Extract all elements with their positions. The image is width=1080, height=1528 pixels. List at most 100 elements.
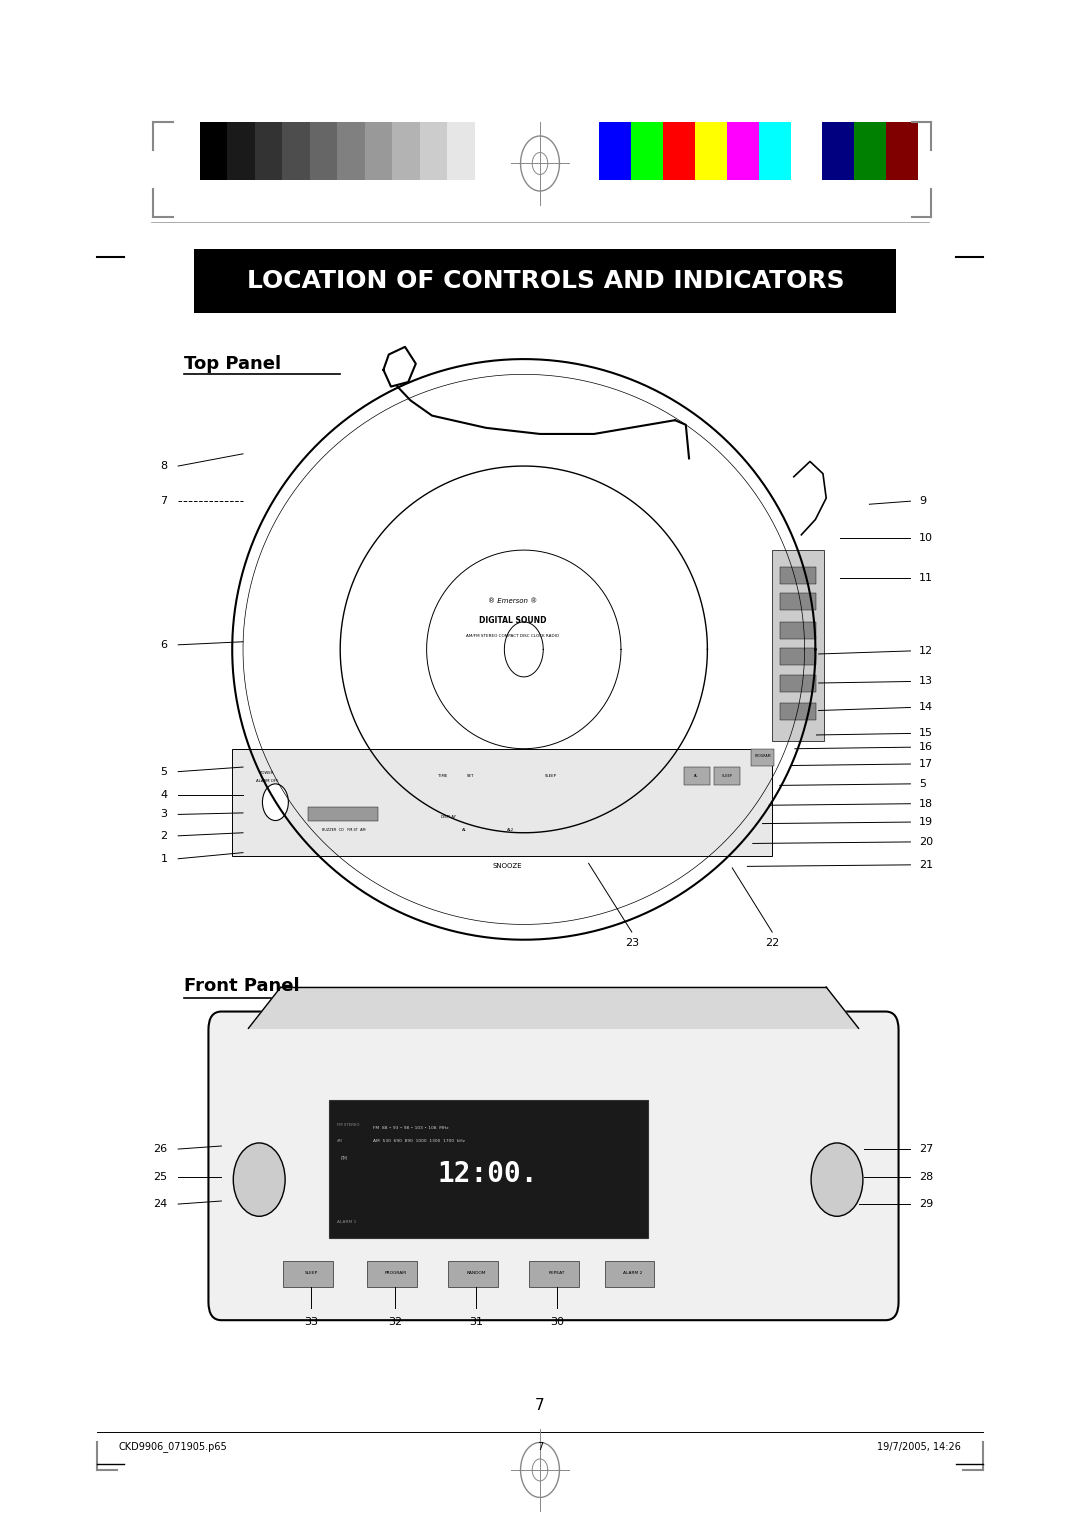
Text: 12:00.: 12:00.: [437, 1160, 539, 1187]
Bar: [727, 122, 759, 180]
Text: SNOOZE: SNOOZE: [492, 863, 523, 869]
Text: 19/7/2005, 14:26: 19/7/2005, 14:26: [877, 1442, 961, 1452]
Text: ALARM OFF: ALARM OFF: [256, 779, 278, 782]
Bar: [367, 1261, 417, 1287]
Text: 12: 12: [919, 646, 933, 656]
Bar: [791, 122, 823, 180]
Bar: [392, 122, 420, 180]
Text: 6: 6: [161, 640, 167, 649]
Bar: [283, 1261, 333, 1287]
Text: FM  88 • 93 • 98 • 103 • 108  MHz: FM 88 • 93 • 98 • 103 • 108 MHz: [373, 1126, 448, 1129]
Text: 2: 2: [160, 831, 167, 840]
Bar: [329, 1100, 648, 1238]
Text: REPEAT: REPEAT: [549, 1271, 566, 1274]
Text: PROGRAM: PROGRAM: [754, 755, 771, 758]
Text: AL2: AL2: [508, 828, 514, 831]
FancyBboxPatch shape: [208, 1012, 899, 1320]
Bar: [854, 122, 887, 180]
Text: 14: 14: [919, 703, 933, 712]
Text: 10: 10: [919, 533, 933, 542]
Text: 28: 28: [919, 1172, 933, 1181]
Text: 5: 5: [161, 767, 167, 776]
Text: ALARM 2: ALARM 2: [623, 1271, 643, 1274]
Bar: [227, 122, 255, 180]
Text: AL: AL: [694, 775, 699, 778]
Text: 8: 8: [160, 461, 167, 471]
Bar: [200, 122, 227, 180]
Circle shape: [233, 1143, 285, 1216]
Bar: [420, 122, 447, 180]
Text: 20: 20: [919, 837, 933, 847]
Bar: [310, 122, 337, 180]
Text: 15: 15: [919, 729, 933, 738]
Bar: [232, 749, 772, 856]
Text: 25: 25: [153, 1172, 167, 1181]
Text: 9: 9: [919, 497, 927, 506]
Text: 26: 26: [153, 1144, 167, 1154]
Bar: [255, 122, 282, 180]
Text: 24: 24: [153, 1199, 167, 1209]
Bar: [684, 767, 710, 785]
Text: ALARM 1: ALARM 1: [337, 1221, 356, 1224]
Bar: [772, 550, 824, 741]
Text: 30: 30: [551, 1317, 564, 1328]
Text: AL: AL: [462, 828, 467, 831]
Text: 33: 33: [305, 1317, 318, 1328]
Text: 1: 1: [161, 854, 167, 863]
Text: 17: 17: [919, 759, 933, 769]
Bar: [780, 567, 816, 584]
Bar: [282, 122, 310, 180]
Text: LOCATION OF CONTROLS AND INDICATORS: LOCATION OF CONTROLS AND INDICATORS: [246, 269, 845, 293]
Bar: [663, 122, 696, 180]
Text: RANDOM: RANDOM: [467, 1271, 486, 1274]
Text: 3: 3: [161, 810, 167, 819]
Circle shape: [811, 1143, 863, 1216]
Text: PROGRAM: PROGRAM: [384, 1271, 406, 1274]
Circle shape: [262, 784, 288, 821]
Text: 11: 11: [919, 573, 933, 582]
Text: AM: AM: [337, 1140, 343, 1143]
Bar: [714, 767, 740, 785]
Bar: [529, 1261, 579, 1287]
Text: CKD9906_071905.p65: CKD9906_071905.p65: [119, 1441, 228, 1453]
Text: 18: 18: [919, 799, 933, 808]
Bar: [448, 1261, 498, 1287]
Text: AM/FM STEREO COMPACT DISC CLOCK RADIO: AM/FM STEREO COMPACT DISC CLOCK RADIO: [467, 634, 559, 637]
Bar: [823, 122, 854, 180]
Text: Front Panel: Front Panel: [184, 976, 299, 995]
Text: PM: PM: [340, 1155, 348, 1161]
Bar: [308, 807, 378, 821]
Text: ® Emerson ®: ® Emerson ®: [488, 597, 538, 604]
Text: 32: 32: [388, 1317, 403, 1328]
Bar: [194, 249, 896, 313]
Bar: [780, 648, 816, 665]
Text: 31: 31: [470, 1317, 483, 1328]
Text: FM STEREO: FM STEREO: [337, 1123, 360, 1126]
Text: SLEEP: SLEEP: [544, 775, 557, 778]
Text: 13: 13: [919, 677, 933, 686]
Bar: [751, 749, 774, 766]
Text: 5: 5: [919, 779, 926, 788]
Bar: [475, 122, 502, 180]
Polygon shape: [248, 987, 859, 1028]
Text: DISPLAY: DISPLAY: [441, 816, 456, 819]
Text: 7: 7: [537, 1442, 543, 1452]
Text: DIGITAL SOUND: DIGITAL SOUND: [480, 616, 546, 625]
Text: SET: SET: [468, 775, 474, 778]
Text: 19: 19: [919, 817, 933, 827]
Bar: [599, 122, 632, 180]
Text: 29: 29: [919, 1199, 933, 1209]
Text: 16: 16: [919, 743, 933, 752]
Text: POWER: POWER: [259, 772, 274, 775]
Bar: [780, 593, 816, 610]
Text: 22: 22: [765, 938, 780, 947]
Bar: [780, 675, 816, 692]
Text: 4: 4: [160, 790, 167, 799]
Bar: [886, 122, 918, 180]
Bar: [631, 122, 663, 180]
Bar: [780, 622, 816, 639]
Text: 7: 7: [160, 497, 167, 506]
Bar: [605, 1261, 654, 1287]
Bar: [337, 122, 365, 180]
Bar: [365, 122, 392, 180]
